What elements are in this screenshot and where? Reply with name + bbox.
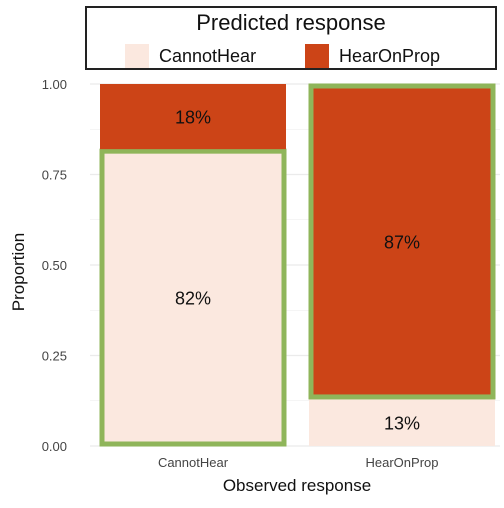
legend-title: Predicted response bbox=[196, 10, 386, 35]
y-tick-label: 0.75 bbox=[42, 168, 67, 183]
x-axis-title: Observed response bbox=[223, 476, 371, 495]
y-tick-label: 0.00 bbox=[42, 439, 67, 454]
legend-entry-cannothear: CannotHear bbox=[125, 43, 256, 69]
y-tick-label: 0.50 bbox=[42, 258, 67, 273]
bar-segment-cannothear-hearonprop bbox=[100, 84, 286, 150]
bar-segment-hearonprop-cannothear bbox=[309, 398, 495, 446]
bar-segment-cannothear-cannothear bbox=[99, 148, 287, 447]
legend-label-hearonprop: HearOnProp bbox=[339, 45, 441, 66]
legend-swatch-cannothear bbox=[125, 44, 149, 68]
legend-entry-hearonprop: HearOnProp bbox=[305, 43, 440, 69]
legend-label-cannothear: CannotHear bbox=[159, 45, 257, 66]
bar-segment-hearonprop-hearonprop bbox=[308, 83, 496, 400]
data-label: 87% bbox=[384, 232, 420, 252]
x-tick-label: HearOnProp bbox=[366, 455, 439, 470]
data-label: 82% bbox=[175, 289, 211, 309]
y-axis-title: Proportion bbox=[9, 233, 28, 311]
x-tick-label: CannotHear bbox=[158, 455, 229, 470]
legend-swatch-hearonprop bbox=[305, 44, 329, 68]
y-tick-label: 0.25 bbox=[42, 349, 67, 364]
y-tick-label: 1.00 bbox=[42, 77, 67, 92]
data-label: 13% bbox=[384, 413, 420, 433]
legend: Predicted response CannotHear HearOnProp bbox=[85, 6, 497, 70]
data-label: 18% bbox=[175, 108, 211, 128]
